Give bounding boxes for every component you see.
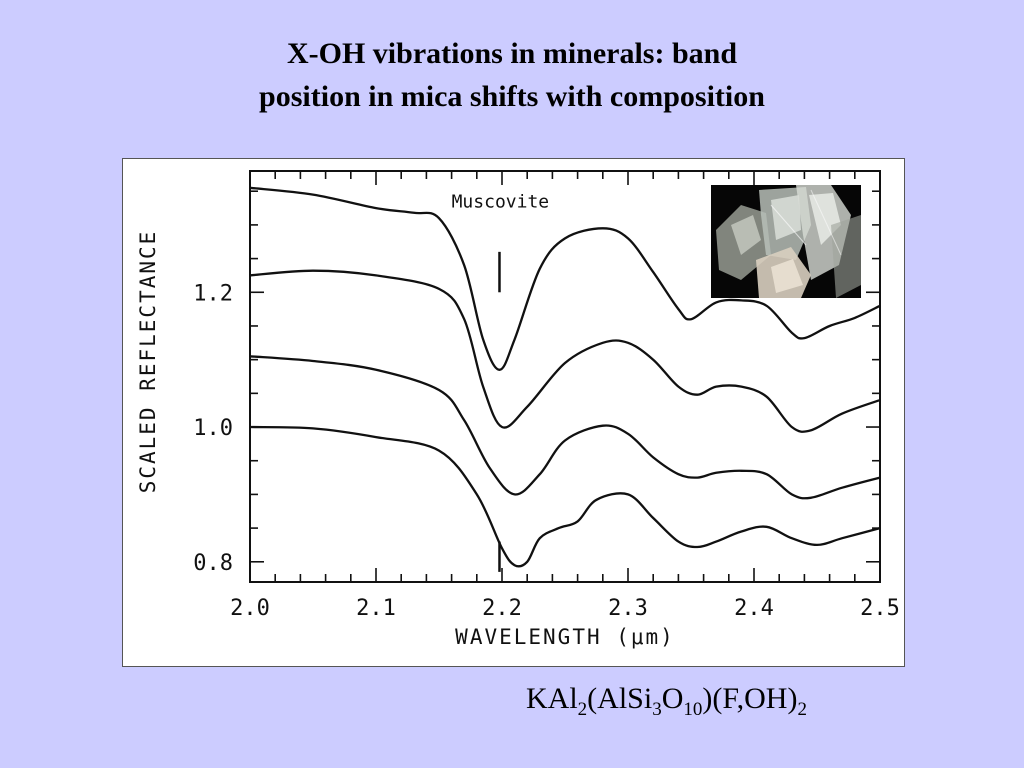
spectrum-curve-2 <box>249 269 881 433</box>
plot-frame <box>249 170 881 583</box>
x-tick-label: 2.5 <box>860 596 900 621</box>
title-line-2: position in mica shifts with composition <box>259 80 765 113</box>
x-tick-label: 2.3 <box>608 596 648 621</box>
x-tick-label: 2.2 <box>482 596 522 621</box>
y-tick-label: 0.8 <box>193 551 233 576</box>
spectrum-curve-4 <box>249 425 881 568</box>
chemical-formula: KAl2(AlSi3O10)(F,OH)2 <box>526 682 807 720</box>
spectrum-curve-3 <box>249 355 881 500</box>
x-tick-label: 2.4 <box>734 596 774 621</box>
muscovite-photo <box>711 185 861 298</box>
x-tick-label: 2.0 <box>230 596 270 621</box>
reflectance-chart: 2.0 2.1 2.2 2.3 2.4 2.5 0.8 1.0 1.2 WAVELENGTH (μ… <box>136 170 900 649</box>
x-axis-label: WAVELENGTH (μm) <box>455 625 675 649</box>
title-line-1: X-OH vibrations in minerals: band <box>286 37 738 70</box>
slide-title: X-OH vibrations in minerals: band positi… <box>0 32 1024 118</box>
muscovite-annotation: Muscovite <box>452 191 550 212</box>
y-tick-label: 1.2 <box>193 281 233 306</box>
x-tick-label: 2.1 <box>356 596 396 621</box>
spectrum-curve-1 <box>249 186 881 371</box>
spectrum-figure: 2.0 2.1 2.2 2.3 2.4 2.5 0.8 1.0 1.2 WAVELENGTH (μ… <box>122 158 905 667</box>
y-tick-label: 1.0 <box>193 416 233 441</box>
y-axis-label: SCALED REFLECTANCE <box>136 230 160 494</box>
